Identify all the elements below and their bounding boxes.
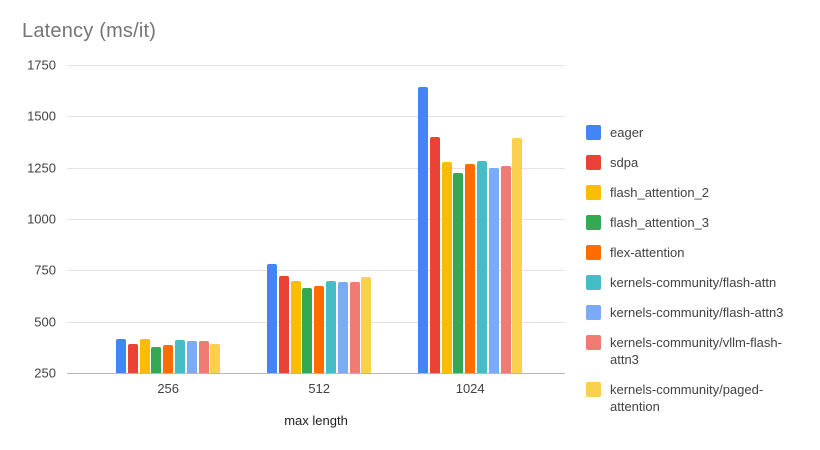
y-tick-label: 250 — [34, 365, 56, 381]
bar-flash-attention-3-1024[interactable] — [453, 172, 464, 373]
bar-flash-attention-2-512[interactable] — [290, 281, 301, 373]
legend-item-flex-attention: flex-attention — [586, 244, 812, 261]
bar-sdpa-1024[interactable] — [429, 136, 440, 373]
legend-label: eager — [610, 125, 644, 140]
legend: eager sdpa flash_attention_2 flash_attentio… — [586, 124, 812, 415]
legend-item-eager: eager — [586, 124, 812, 141]
bar-sdpa-512[interactable] — [278, 276, 289, 373]
bar-kernels-community-flash-attn-1024[interactable] — [477, 161, 487, 373]
bar-kernels-community-flash-attn3-256[interactable] — [186, 341, 197, 373]
legend-item-kernels-community-flash-attn: kernels-community/flash-attn — [586, 274, 812, 291]
bar-eager-1024[interactable] — [418, 86, 428, 373]
bar-kernels-community-paged-attention-1024[interactable] — [512, 137, 523, 373]
legend-swatch — [586, 275, 601, 290]
legend-swatch — [586, 185, 601, 200]
legend-label: kernels-community/flash-attn3 — [610, 305, 784, 320]
y-tick-label: 1500 — [27, 108, 56, 124]
bar-eager-512[interactable] — [267, 264, 277, 373]
legend-label: flash_attention_2 — [610, 185, 710, 200]
gridline — [67, 116, 565, 118]
legend-item-kernels-community-paged-attention: kernels-community/paged- attention — [586, 381, 812, 415]
legend-label: sdpa — [610, 155, 639, 170]
gridline — [67, 219, 565, 220]
legend-label: flex-attention — [610, 245, 685, 260]
y-tick-label: 1000 — [27, 211, 56, 227]
x-tick-label: 1024 — [455, 381, 485, 396]
bar-eager-256[interactable] — [116, 338, 126, 373]
bar-flex-attention-512[interactable] — [314, 286, 325, 373]
bar-kernels-community-paged-attention-256[interactable] — [210, 343, 221, 373]
y-tick-label: 1750 — [27, 57, 56, 73]
gridline — [67, 167, 565, 169]
bar-kernels-community-vllm-flash-attn3-256[interactable] — [198, 340, 209, 373]
legend-label: kernels-community/vllm-flash- attn3 — [610, 335, 782, 367]
legend-label: kernels-community/paged- attention — [610, 382, 764, 414]
legend-swatch — [586, 382, 601, 397]
legend-label: flash_attention_3 — [610, 215, 710, 230]
bar-flash-attention-2-256[interactable] — [139, 339, 150, 373]
bar-kernels-community-vllm-flash-attn3-1024[interactable] — [500, 166, 511, 373]
bar-flex-attention-256[interactable] — [163, 345, 174, 373]
legend-swatch — [586, 155, 601, 170]
y-tick-label: 750 — [34, 262, 56, 278]
legend-item-kernels-community-vllm-flash-attn3: kernels-community/vllm-flash- attn3 — [586, 334, 812, 368]
bar-kernels-community-paged-attention-512[interactable] — [361, 277, 372, 373]
legend-label: kernels-community/flash-attn — [610, 275, 777, 290]
gridline — [67, 65, 565, 66]
bar-kernels-community-vllm-flash-attn3-512[interactable] — [349, 281, 360, 373]
bar-flash-attention-3-512[interactable] — [302, 287, 313, 373]
x-tick-label: 256 — [157, 381, 180, 396]
y-tick-label: 1250 — [27, 160, 56, 176]
bar-sdpa-256[interactable] — [127, 343, 138, 373]
bar-kernels-community-flash-attn-512[interactable] — [326, 280, 336, 373]
bar-kernels-community-flash-attn3-512[interactable] — [337, 282, 348, 373]
legend-swatch — [586, 305, 601, 320]
legend-item-flash-attention-2: flash_attention_2 — [586, 184, 812, 201]
bar-kernels-community-flash-attn3-1024[interactable] — [488, 168, 499, 373]
legend-swatch — [586, 125, 601, 140]
legend-item-kernels-community-flash-attn3: kernels-community/flash-attn3 — [586, 304, 812, 321]
gridline — [67, 270, 565, 272]
legend-item-flash-attention-3: flash_attention_3 — [586, 214, 812, 231]
legend-item-sdpa: sdpa — [586, 154, 812, 171]
x-tick-label: 512 — [308, 381, 331, 396]
x-axis-title: max length — [284, 413, 348, 428]
bar-flex-attention-1024[interactable] — [465, 163, 476, 373]
legend-swatch — [586, 215, 601, 230]
legend-swatch — [586, 335, 601, 350]
y-tick-label: 500 — [34, 314, 56, 330]
chart-title: Latency (ms/it) — [22, 20, 157, 42]
legend-swatch — [586, 245, 601, 260]
x-axis-line — [67, 373, 565, 374]
bar-flash-attention-3-256[interactable] — [151, 346, 162, 373]
bar-kernels-community-flash-attn-256[interactable] — [175, 339, 185, 373]
bar-flash-attention-2-1024[interactable] — [441, 161, 452, 373]
